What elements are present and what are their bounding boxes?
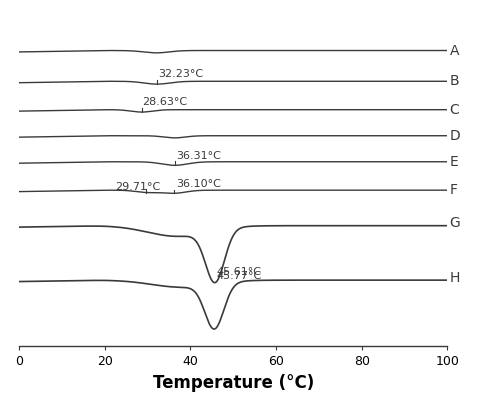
Text: 36.10°C: 36.10°C	[176, 179, 220, 189]
Text: 32.23°C: 32.23°C	[158, 69, 204, 79]
Text: E: E	[450, 155, 458, 169]
Text: G: G	[450, 216, 460, 230]
Text: A: A	[450, 44, 459, 57]
X-axis label: Temperature (°C): Temperature (°C)	[152, 374, 314, 392]
Text: 28.63°C: 28.63°C	[142, 97, 188, 107]
Text: C: C	[450, 103, 459, 117]
Text: H: H	[450, 271, 460, 285]
Text: F: F	[450, 183, 458, 197]
Text: D: D	[450, 129, 460, 143]
Text: B: B	[450, 74, 459, 88]
Text: 36.31°C: 36.31°C	[176, 151, 220, 161]
Text: 45.61°C: 45.61°C	[217, 267, 262, 277]
Text: 45.77°C: 45.77°C	[217, 271, 262, 282]
Text: 29.71°C: 29.71°C	[116, 182, 160, 192]
